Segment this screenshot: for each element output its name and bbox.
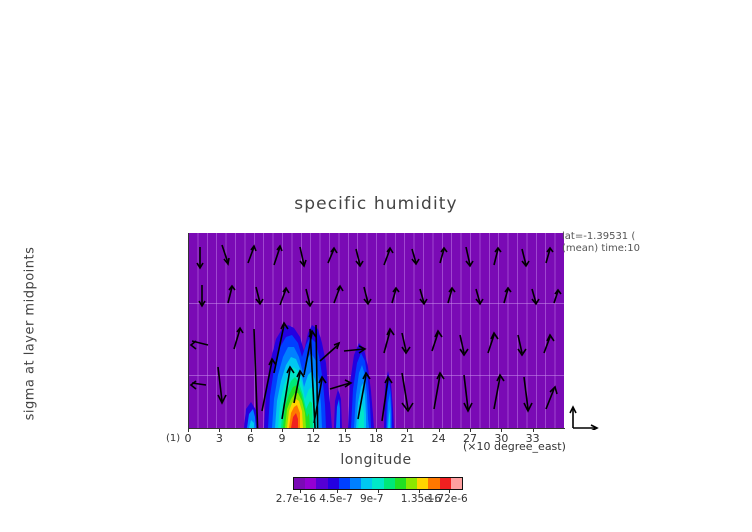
colorbar-tick-label: 1.72e-6 [427,493,468,505]
x-axis-tick-label: 12 [306,432,321,445]
colorbar-tick [337,490,339,493]
colorbar-band [428,478,440,489]
x-axis-tick-label: 21 [400,432,415,445]
x-axis-tick [282,428,283,432]
colorbar-band [383,478,395,489]
x-axis-tick [438,428,440,432]
plot-annotation: lat=-1.39531 ( (mean) time:10 [562,231,640,255]
y-axis-label: sigma at layer midpoints [22,246,38,421]
x-axis-tick [250,428,252,432]
colorbar-tick-label: 1.35e-6 [400,493,442,505]
colorbar-band [338,478,351,489]
colorbar-band [361,478,373,489]
colorbar-tick-label: 9e-7 [360,493,384,505]
colorbar-band [294,478,306,489]
x-axis-tick [501,428,503,432]
x-axis-tick-label: 33 [525,432,540,445]
x-axis-tick [376,428,377,432]
x-axis-tick-label: 24 [431,432,446,445]
colorbar-tick [299,490,301,493]
x-axis-tick-label: 27 [463,432,477,445]
wind-vector-overlay [189,244,562,428]
x-axis-tick-label: 0 [184,432,192,445]
x-axis-tick [532,428,534,432]
colorbar-band [406,478,418,489]
contour-plot-area[interactable] [188,233,564,428]
y-axis-line [188,233,189,429]
colorbar-band [350,478,362,489]
x-axis-units: (×10 degree_east) [463,440,566,453]
colorbar-tick [449,490,451,493]
x-axis-tick [313,428,315,432]
x-axis-tick-label: 18 [369,432,383,445]
vector-reference-key [569,405,599,430]
x-axis-tick [219,428,221,432]
annotation-line-1: lat=-1.39531 ( [562,231,636,242]
x-axis-tick-label: 6 [247,432,255,445]
frame-index-label: (1) [166,433,181,444]
page-title: specific humidity [294,194,458,214]
x-axis-tick-label: 9 [278,432,286,445]
colorbar-tick [418,490,420,493]
colorbar-band [372,478,384,489]
colorbar-band [305,478,317,489]
x-axis-tick [344,428,346,432]
x-axis-tick-label: 15 [337,432,352,445]
x-axis-tick-label: 3 [215,432,223,445]
x-axis-label: longitude [340,452,412,468]
colorbar-tick-label: 2.7e-16 [275,493,317,505]
colorbar-band [439,478,451,489]
colorbar-tick [378,490,379,493]
colorbar-band [327,478,339,489]
colorbar-tick-label: 4.5e-7 [319,493,353,505]
colorbar-band [394,478,407,489]
vertical-gridlines [188,233,564,428]
x-axis-tick [407,428,409,432]
x-axis-tick [188,428,189,432]
colorbar-band [316,478,328,489]
horizontal-gridlines [188,233,564,428]
x-axis-tick [470,428,471,432]
colorbar[interactable] [293,477,463,490]
colorbar-band [417,478,429,489]
annotation-line-2: (mean) time:10 [562,243,641,254]
x-axis-tick-label: 30 [494,432,509,445]
colorbar-band [450,478,463,489]
